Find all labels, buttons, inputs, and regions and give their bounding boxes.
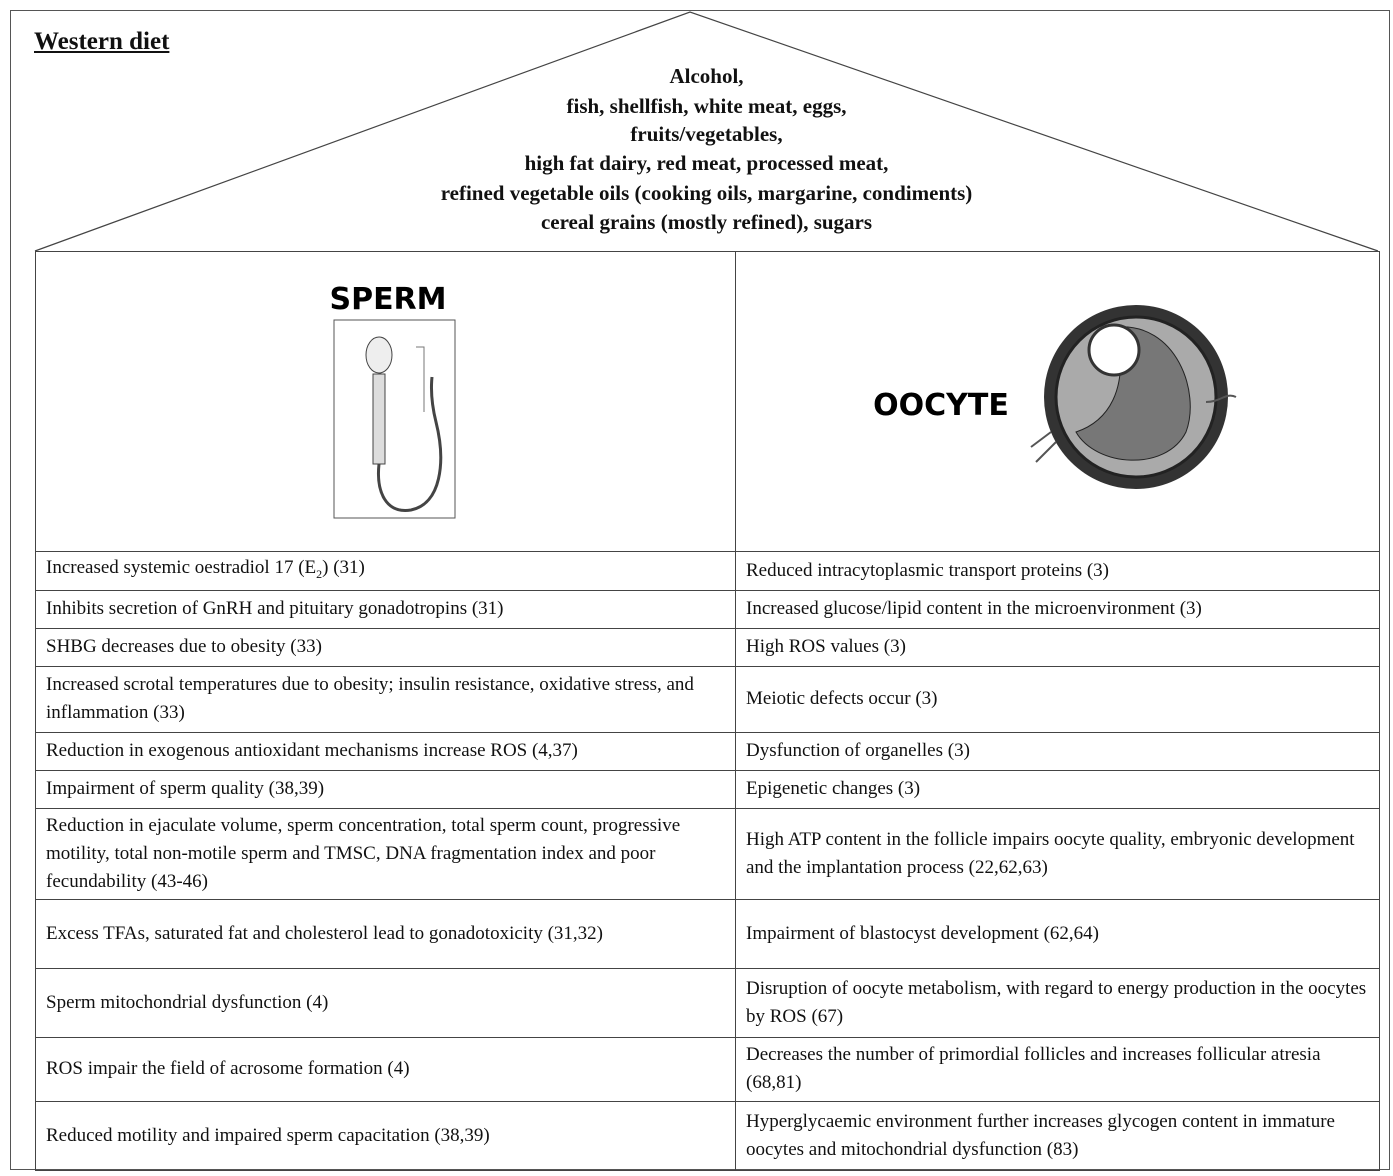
table-row: Increased scrotal temperatures due to ob… (35, 665, 1380, 733)
table-row: Reduction in exogenous antioxidant mecha… (35, 731, 1380, 771)
sperm-label: SPERM (329, 282, 446, 317)
sperm-panel: SPERM (35, 251, 736, 552)
table-row: Excess TFAs, saturated fat and cholester… (35, 898, 1380, 969)
oocyte-nucleus (1087, 323, 1141, 377)
table-cell: Reduction in exogenous antioxidant mecha… (35, 731, 736, 771)
table-cell: Sperm mitochondrial dysfunction (4) (35, 967, 736, 1038)
oocyte-figure: OOCYTE (873, 305, 1237, 489)
roof-line: cereal grains (mostly refined), sugars (540, 210, 873, 234)
table-row: Sperm mitochondrial dysfunction (4) Disru… (35, 967, 1380, 1038)
table-row: Reduction in ejaculate volume, sperm con… (35, 807, 1380, 900)
table-cell: Inhibits secretion of GnRH and pituitary… (35, 589, 736, 629)
roof-outline (34, 11, 1379, 252)
table-cell: Reduced motility and impaired sperm capa… (35, 1100, 736, 1171)
sperm-midpiece (372, 373, 386, 465)
sperm-tail (376, 376, 443, 512)
table-cell: High ROS values (3) (735, 627, 1380, 667)
table-cell: Decreases the number of primordial folli… (735, 1036, 1380, 1102)
roof-line: refined vegetable oils (cooking oils, ma… (440, 181, 973, 205)
table-cell: SHBG decreases due to obesity (33) (35, 627, 736, 667)
roof-line: high fat dairy, red meat, processed meat… (524, 151, 889, 175)
table-cell: Reduced intracytoplasmic transport prote… (735, 551, 1380, 591)
image-row: SPERM OOCYTE (35, 251, 1380, 552)
oocyte-label: OOCYTE (873, 388, 1009, 423)
table-cell: Disruption of oocyte metabolism, with re… (735, 967, 1380, 1038)
table-cell: Epigenetic changes (3) (735, 769, 1380, 809)
roof (34, 11, 1379, 252)
table-cell: Increased scrotal temperatures due to ob… (35, 665, 736, 733)
table-cell: High ATP content in the follicle impairs… (735, 807, 1380, 900)
table-cell: Excess TFAs, saturated fat and cholester… (35, 898, 736, 969)
table-cell: Hyperglycaemic environment further incre… (735, 1100, 1380, 1171)
table-cell: Meiotic defects occur (3) (735, 665, 1380, 733)
table-cell: Impairment of sperm quality (38,39) (35, 769, 736, 809)
sperm-head (365, 336, 393, 374)
table-cell: ROS impair the field of acrosome formati… (35, 1036, 736, 1102)
oocyte-detail (1030, 394, 1237, 463)
table-row: Impairment of sperm quality (38,39) Epige… (35, 769, 1380, 809)
sperm-box (333, 319, 456, 519)
oocyte-body (1075, 326, 1191, 461)
cell-text: ) (31) (322, 557, 365, 578)
table-row: Inhibits secretion of GnRH and pituitary… (35, 589, 1380, 629)
table: SPERM OOCYTE Increased sy (35, 251, 1380, 1171)
table-cell: Reduction in ejaculate volume, sperm con… (35, 807, 736, 900)
table-row: Increased systemic oestradiol 17 (E2) (3… (35, 551, 1380, 591)
table-cell: Increased glucose/lipid content in the m… (735, 589, 1380, 629)
oocyte-panel: OOCYTE (735, 251, 1380, 552)
roof-line: Alcohol, (669, 64, 744, 88)
subscript: 2 (316, 566, 323, 581)
title: Western diet (34, 28, 170, 55)
table-cell: Impairment of blastocyst development (62… (735, 898, 1380, 969)
roof-line: fish, shellfish, white meat, eggs, (566, 94, 847, 118)
table-row: SHBG decreases due to obesity (33) High R… (35, 627, 1380, 667)
table-cell: Increased systemic oestradiol 17 (E2) (3… (35, 551, 736, 591)
sperm-figure: SPERM (329, 282, 456, 519)
table-row: ROS impair the field of acrosome formati… (35, 1036, 1380, 1102)
cell-text: Increased systemic oestradiol 17 (E (46, 557, 317, 578)
table-row: Reduced motility and impaired sperm capa… (35, 1100, 1380, 1171)
sperm-annotation (416, 346, 425, 412)
table-cell: Dysfunction of organelles (3) (735, 731, 1380, 771)
roof-line: fruits/vegetables, (630, 122, 783, 146)
